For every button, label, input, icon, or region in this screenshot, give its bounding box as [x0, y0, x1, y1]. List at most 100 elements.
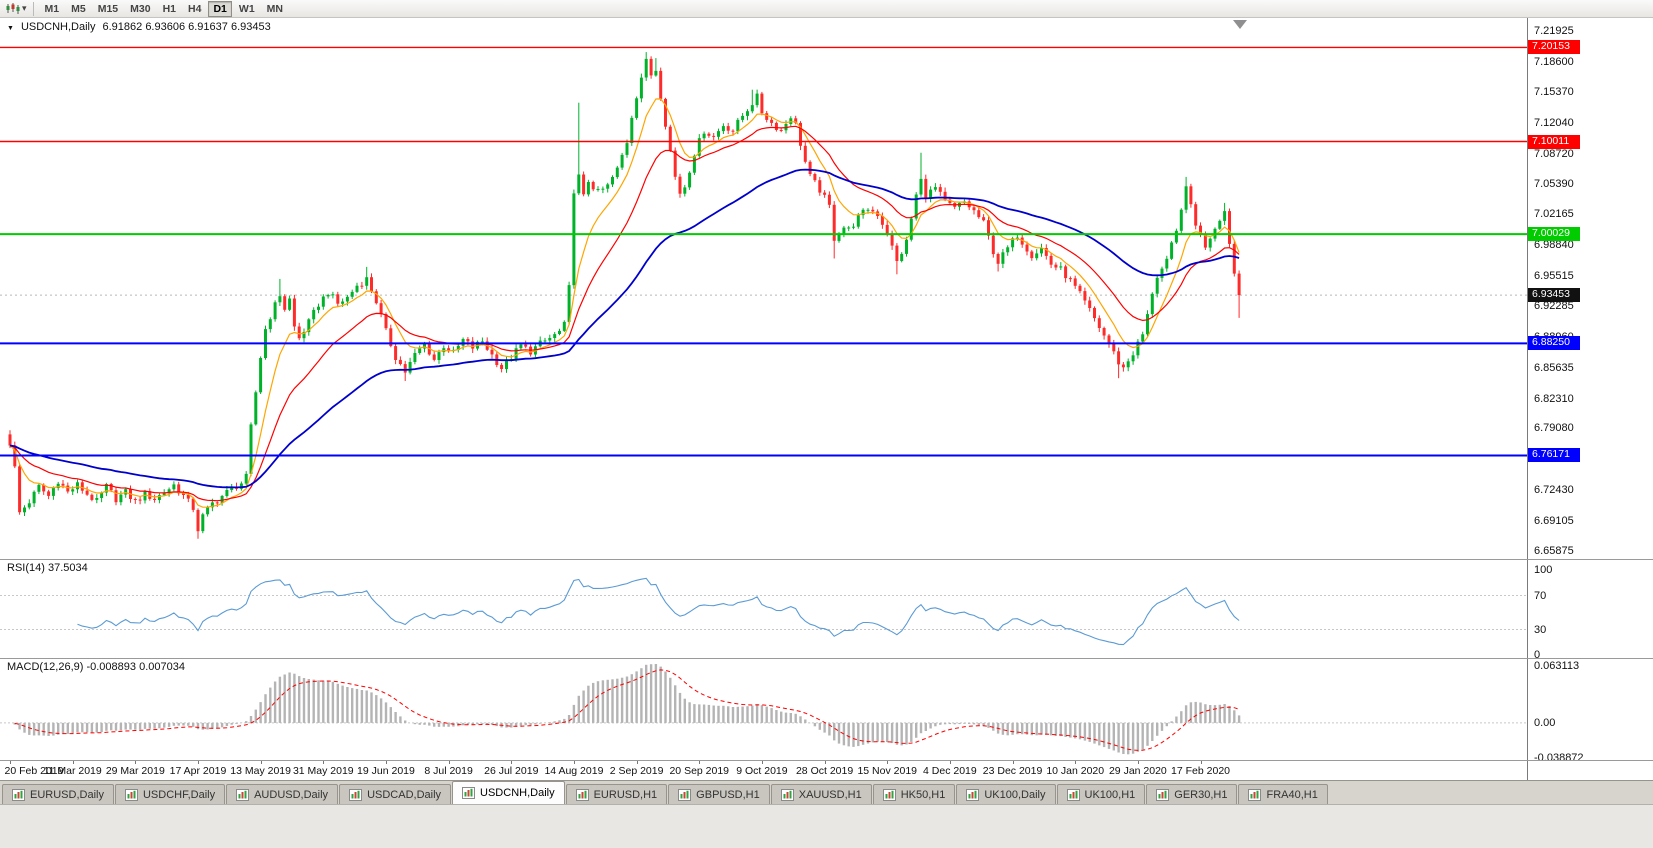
chart-tab-eurusd-h1[interactable]: EURUSD,H1: [565, 784, 668, 804]
date-tick-label: 28 Oct 2019: [795, 765, 854, 777]
date-tick-label: 19 Jun 2019: [357, 765, 415, 777]
date-tick-label: 20 Sep 2019: [669, 765, 730, 777]
price-chart-canvas[interactable]: [0, 18, 1527, 559]
rsi-panel[interactable]: RSI(14) 37.5034: [0, 560, 1527, 658]
price-tick-label: 7.08720: [1534, 147, 1574, 160]
date-tick-label: 26 Jul 2019: [484, 765, 539, 777]
date-tick-mark: [761, 761, 763, 764]
timeframe-button-m15[interactable]: M15: [93, 1, 123, 17]
date-tick-label: 10 Jan 2020: [1046, 765, 1105, 777]
macd-level-label: -0.038872: [1534, 752, 1584, 764]
tab-label: HK50,H1: [900, 788, 946, 801]
chart-shift-marker: [1233, 20, 1247, 29]
tab-label: EURUSD,Daily: [30, 788, 104, 801]
macd-canvas-holder[interactable]: [0, 659, 1527, 760]
price-tick-label: 7.21925: [1534, 25, 1574, 37]
price-chart-panel[interactable]: ▼ USDCNH,Daily 6.91862 6.93606 6.91637 6…: [0, 18, 1527, 559]
date-tick-mark: [260, 761, 262, 764]
date-tick-mark: [949, 761, 951, 764]
chart-tab-usdchf-daily[interactable]: USDCHF,Daily: [114, 784, 226, 804]
chart-tab-ger30-h1[interactable]: GER30,H1: [1146, 784, 1238, 804]
chart-tab-usdcnh-daily[interactable]: USDCNH,Daily: [452, 781, 565, 804]
tab-label: UK100,Daily: [984, 788, 1046, 801]
panel-separator: [0, 760, 1653, 761]
macd-histogram: [13, 664, 1241, 755]
price-tick-label: 6.85635: [1534, 361, 1574, 374]
rsi-level-label: 70: [1534, 589, 1547, 602]
rsi-canvas[interactable]: [0, 560, 1527, 658]
chart-tab-xauusd-h1[interactable]: XAUUSD,H1: [770, 784, 872, 804]
chart-tab-audusd-daily[interactable]: AUDUSD,Daily: [226, 784, 339, 804]
date-tick-mark: [448, 761, 450, 764]
tab-chart-icon: [882, 788, 896, 801]
date-tick-mark: [323, 761, 325, 764]
chart-tab-hk50-h1[interactable]: HK50,H1: [872, 784, 956, 804]
timeframe-button-mn[interactable]: MN: [262, 1, 288, 17]
panel-separator: [0, 658, 1653, 659]
price-tick-label: 6.92285: [1534, 299, 1574, 312]
macd-signal-line: [14, 669, 1240, 751]
toolbar-dropdown-caret-icon[interactable]: ▾: [22, 3, 27, 13]
tab-label: USDCHF,Daily: [142, 788, 216, 801]
timeframe-button-h1[interactable]: H1: [158, 1, 181, 17]
chart-tab-uk100-h1[interactable]: UK100,H1: [1056, 784, 1146, 804]
chart-window: ▼ USDCNH,Daily 6.91862 6.93606 6.91637 6…: [0, 18, 1653, 780]
price-chart-canvas-holder[interactable]: [0, 18, 1527, 559]
price-level-badge: 7.10011: [1528, 134, 1580, 149]
chart-tab-gbpusd-h1[interactable]: GBPUSD,H1: [668, 784, 770, 804]
tab-chart-icon: [124, 788, 138, 801]
price-tick-label: 7.02165: [1534, 208, 1574, 221]
date-tick-label: 4 Dec 2019: [923, 765, 977, 777]
tab-label: FRA40,H1: [1266, 788, 1318, 801]
chart-tab-eurusd-daily[interactable]: EURUSD,Daily: [2, 784, 114, 804]
date-tick-label: 17 Feb 2020: [1171, 765, 1231, 777]
chart-title: ▼ USDCNH,Daily 6.91862 6.93606 6.91637 6…: [7, 21, 271, 33]
date-tick-label: 29 Jan 2020: [1108, 765, 1167, 777]
price-axis[interactable]: 7.21925 7.18600 7.15370 7.12040 7.08720 7.053…: [1527, 18, 1653, 780]
chart-tabs: EURUSD,Daily USDCHF,Daily AUDUSD,Daily USDC…: [0, 780, 1653, 804]
tab-label: GBPUSD,H1: [696, 788, 760, 801]
date-tick-mark: [699, 761, 701, 764]
timeframe-button-h4[interactable]: H4: [183, 1, 206, 17]
date-tick-mark: [1200, 761, 1202, 764]
date-tick-mark: [511, 761, 513, 764]
price-level-badge: 7.00029: [1528, 227, 1580, 242]
chart-tab-usdcad-daily[interactable]: USDCAD,Daily: [339, 784, 452, 804]
macd-panel[interactable]: MACD(12,26,9) -0.008893 0.007034: [0, 659, 1527, 760]
tab-label: USDCNH,Daily: [480, 787, 555, 799]
status-bar: [0, 804, 1653, 848]
date-tick-label: 15 Nov 2019: [857, 765, 918, 777]
date-tick-mark: [1137, 761, 1139, 764]
price-level-badge: 7.20153: [1528, 40, 1580, 55]
date-tick-label: 14 Aug 2019: [544, 765, 604, 777]
chart-tab-fra40-h1[interactable]: FRA40,H1: [1238, 784, 1328, 804]
tab-chart-icon: [1248, 788, 1262, 801]
timeframe-button-d1[interactable]: D1: [208, 0, 232, 17]
price-tick-label: 6.65875: [1534, 545, 1574, 557]
price-level-badge: 6.76171: [1528, 448, 1580, 463]
price-tick-label: 6.95515: [1534, 270, 1574, 283]
price-level-badge: 6.88250: [1528, 336, 1580, 351]
date-tick-mark: [636, 761, 638, 764]
timeframe-button-m1[interactable]: M1: [40, 1, 65, 17]
price-tick-label: 7.05390: [1534, 178, 1574, 191]
tab-chart-icon: [780, 788, 794, 801]
date-tick-label: 13 May 2019: [230, 765, 291, 777]
macd-label: MACD(12,26,9) -0.008893 0.007034: [7, 661, 185, 673]
chart-tab-uk100-daily[interactable]: UK100,Daily: [956, 784, 1056, 804]
tab-chart-icon: [12, 788, 25, 801]
tab-label: AUDUSD,Daily: [254, 788, 329, 801]
timeframe-button-w1[interactable]: W1: [234, 1, 260, 17]
ma-mid-line: [9, 125, 1240, 502]
symbol-dropdown-icon[interactable]: ▼: [7, 25, 14, 32]
rsi-canvas-holder[interactable]: [0, 560, 1527, 658]
chart-type-icon[interactable]: [5, 2, 21, 15]
timeframe-button-m30[interactable]: M30: [125, 1, 155, 17]
date-axis[interactable]: 20 Feb 2019 11 Mar 2019 29 Mar 2019 17 Apr …: [0, 761, 1527, 780]
date-tick-label: 9 Oct 2019: [736, 765, 788, 777]
macd-canvas[interactable]: [0, 659, 1527, 760]
timeframe-button-m5[interactable]: M5: [66, 1, 91, 17]
tab-chart-icon: [1066, 788, 1080, 801]
tab-chart-icon: [678, 788, 692, 801]
date-tick-mark: [824, 761, 826, 764]
